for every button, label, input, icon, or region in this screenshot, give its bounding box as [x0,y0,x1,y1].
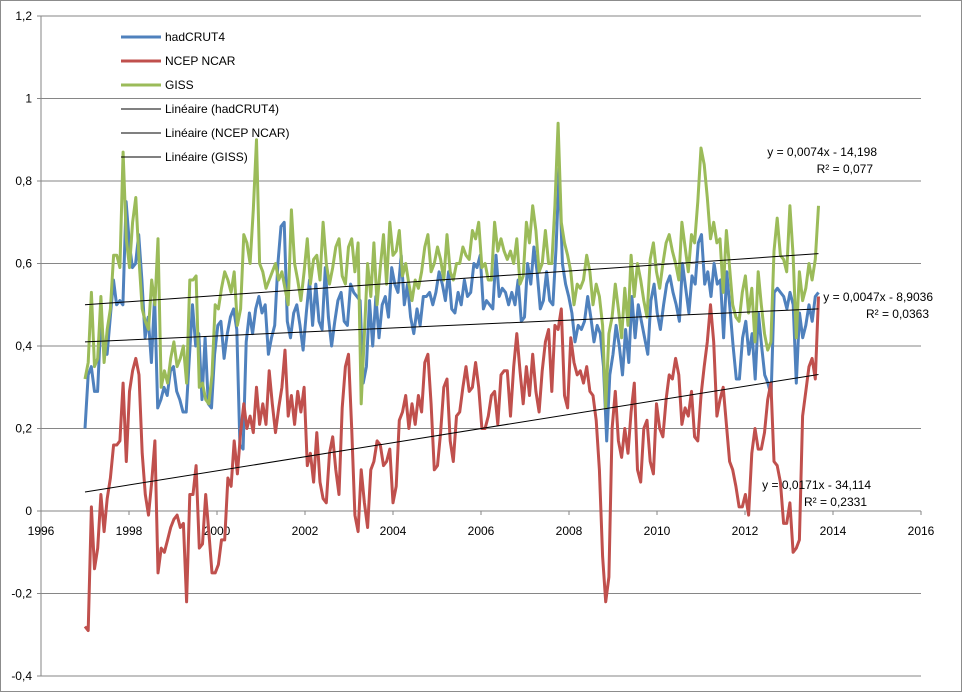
x-tick-label: 2016 [908,524,935,538]
x-tick-label: 2008 [556,524,583,538]
x-tick-label: 2010 [644,524,671,538]
trend-r-squared: R² = 0,2331 [804,495,867,509]
y-tick-label: 0,8 [15,174,32,188]
y-tick-label: 0,6 [15,257,32,271]
legend-label: GISS [165,78,194,92]
series-line-0 [83,167,820,451]
legend-label: Linéaire (hadCRUT4) [165,102,279,116]
axes [37,15,922,677]
x-tick-label: 2002 [292,524,319,538]
trend-r-squared: R² = 0,077 [817,162,874,176]
trend-lines [84,253,819,493]
y-tick-label: -0,2 [11,587,32,601]
legend-label: Linéaire (NCEP NCAR) [165,126,289,140]
trendline-2 [84,253,819,306]
trendline-0 [84,308,819,343]
series-line-1 [83,296,820,633]
y-tick-label: 0 [25,504,32,518]
x-tick-label: 2012 [732,524,759,538]
y-tick-label: 0,4 [15,339,32,353]
x-tick-label: 2014 [820,524,847,538]
x-tick-label: 1996 [28,524,55,538]
trend-equations: y = 0,0074x - 14,198 R² = 0,077 y = 0,0047… [762,145,933,509]
y-tick-label: 0,2 [15,422,32,436]
y-tick-label: 1,2 [15,9,32,23]
x-tick-label: 2004 [380,524,407,538]
series-lines [83,121,820,633]
trend-equation: y = 0,0074x - 14,198 [767,145,877,159]
x-tick-label: 2006 [468,524,495,538]
trend-r-squared: R² = 0,0363 [866,307,929,321]
trend-equation: y = 0,0047x - 8,9036 [823,290,933,304]
trend-equation: y = 0,0171x - 34,114 [762,478,871,492]
legend-label: hadCRUT4 [165,30,225,44]
trendline-1 [84,373,819,493]
legend-label: NCEP NCAR [165,54,236,68]
y-tick-label: 1 [25,92,32,106]
series-line-2 [83,121,820,410]
y-tick-label: -0,4 [11,669,32,683]
x-tick-label: 1998 [116,524,143,538]
legend: hadCRUT4 NCEP NCAR GISS Linéaire (hadCRUT4)… [121,30,289,164]
legend-label: Linéaire (GISS) [165,150,248,164]
